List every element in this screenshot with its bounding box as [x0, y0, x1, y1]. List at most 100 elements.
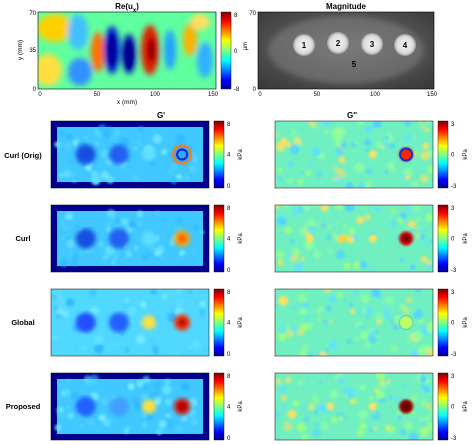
- texture-blob: [154, 211, 161, 217]
- gprime-cbtick: 4: [227, 405, 231, 411]
- magnitude-xtick: 50: [314, 92, 321, 98]
- texture-blob: [72, 179, 76, 183]
- texture-blob: [309, 162, 314, 167]
- texture-blob: [97, 124, 107, 133]
- texture-blob: [176, 424, 184, 431]
- texture-blob: [375, 390, 385, 400]
- column-title-gprime: G': [157, 111, 165, 120]
- texture-blob: [390, 345, 398, 353]
- texture-blob: [54, 141, 61, 148]
- texture-blob: [175, 307, 184, 317]
- texture-blob: [84, 136, 88, 140]
- texture-blob: [345, 182, 354, 188]
- texture-blob: [338, 415, 344, 422]
- texture-blob: [300, 171, 305, 175]
- texture-blob: [185, 175, 189, 180]
- texture-blob: [161, 218, 166, 223]
- texture-blob: [106, 209, 116, 218]
- texture-blob: [386, 380, 391, 385]
- texture-blob: [304, 240, 314, 250]
- texture-blob: [424, 387, 429, 392]
- texture-blob: [128, 380, 132, 384]
- texture-blob: [317, 404, 326, 412]
- texture-blob: [429, 238, 433, 244]
- texture-blob: [336, 177, 341, 182]
- texture-blob: [425, 121, 430, 125]
- texture-blob: [99, 396, 110, 407]
- texture-blob: [359, 419, 364, 423]
- gdoubleprime-inclusion-3: [368, 402, 377, 411]
- texture-blob: [185, 346, 195, 356]
- texture-blob: [427, 422, 433, 431]
- texture-blob: [277, 176, 283, 182]
- texture-blob: [275, 250, 285, 259]
- texture-blob: [426, 259, 432, 265]
- texture-blob: [390, 207, 397, 214]
- texture-blob: [425, 402, 433, 410]
- texture-blob: [408, 433, 419, 440]
- texture-blob: [175, 133, 186, 144]
- gprime-map: [51, 289, 209, 356]
- texture-blob: [136, 210, 144, 218]
- re-ux-xtick: 150: [208, 92, 219, 98]
- gprime-cbtick: 8: [227, 206, 231, 212]
- re-ux-xlabel: x (mm): [117, 99, 137, 106]
- texture-blob: [411, 181, 416, 186]
- texture-blob: [405, 175, 411, 181]
- texture-blob: [344, 224, 348, 229]
- texture-blob: [105, 336, 111, 342]
- texture-blob: [412, 151, 418, 156]
- texture-blob: [330, 416, 339, 424]
- texture-blob: [65, 212, 74, 221]
- texture-blob: [52, 295, 57, 300]
- texture-blob: [399, 304, 405, 310]
- texture-blob: [325, 234, 332, 241]
- inclusion-label-3: 3: [370, 40, 375, 49]
- magnitude-ytick: 0: [253, 87, 257, 93]
- gprime-cbunit: kPa: [238, 149, 244, 160]
- gprime-inclusion-core: [178, 318, 187, 327]
- texture-blob: [358, 182, 366, 188]
- texture-blob: [54, 424, 62, 431]
- texture-blob: [429, 410, 433, 416]
- texture-blob: [168, 304, 174, 310]
- texture-blob: [90, 392, 99, 401]
- gprime-cbunit: kPa: [238, 401, 244, 412]
- texture-blob: [188, 165, 196, 173]
- texture-blob: [315, 170, 323, 178]
- gdoubleprime-inclusion-core: [402, 403, 410, 410]
- texture-blob: [282, 205, 288, 208]
- texture-blob: [419, 174, 429, 184]
- texture-blob: [107, 126, 112, 132]
- gprime-cbtick: 0: [227, 184, 231, 190]
- gdoubleprime-inclusion-core: [402, 235, 410, 242]
- texture-blob: [100, 149, 110, 159]
- texture-blob: [360, 294, 370, 304]
- texture-blob: [286, 330, 294, 338]
- texture-blob: [370, 123, 374, 128]
- texture-blob: [431, 228, 433, 232]
- re-ux-panel: Re(ux): [17, 2, 249, 106]
- texture-blob: [403, 168, 413, 178]
- texture-blob: [79, 424, 83, 428]
- texture-blob: [364, 147, 370, 153]
- gprime-inclusion-4: [172, 144, 193, 165]
- re-ux-xtick: 0: [38, 92, 42, 98]
- re-ux-cbtick: 0: [234, 49, 238, 55]
- texture-blob: [313, 410, 319, 415]
- texture-blob: [335, 250, 346, 260]
- gprime-colorbar: [213, 372, 225, 441]
- gprime-cbtick: 8: [227, 374, 231, 380]
- texture-blob: [404, 121, 412, 127]
- texture-blob: [304, 223, 309, 227]
- texture-blob: [323, 320, 328, 325]
- texture-blob: [77, 251, 83, 257]
- texture-blob: [360, 384, 366, 391]
- texture-blob: [420, 375, 427, 383]
- texture-blob: [188, 289, 192, 293]
- texture-blob: [143, 422, 148, 427]
- texture-blob: [365, 180, 372, 188]
- texture-blob: [346, 235, 355, 244]
- gprime-colorbar: [213, 288, 225, 357]
- texture-blob: [291, 129, 297, 136]
